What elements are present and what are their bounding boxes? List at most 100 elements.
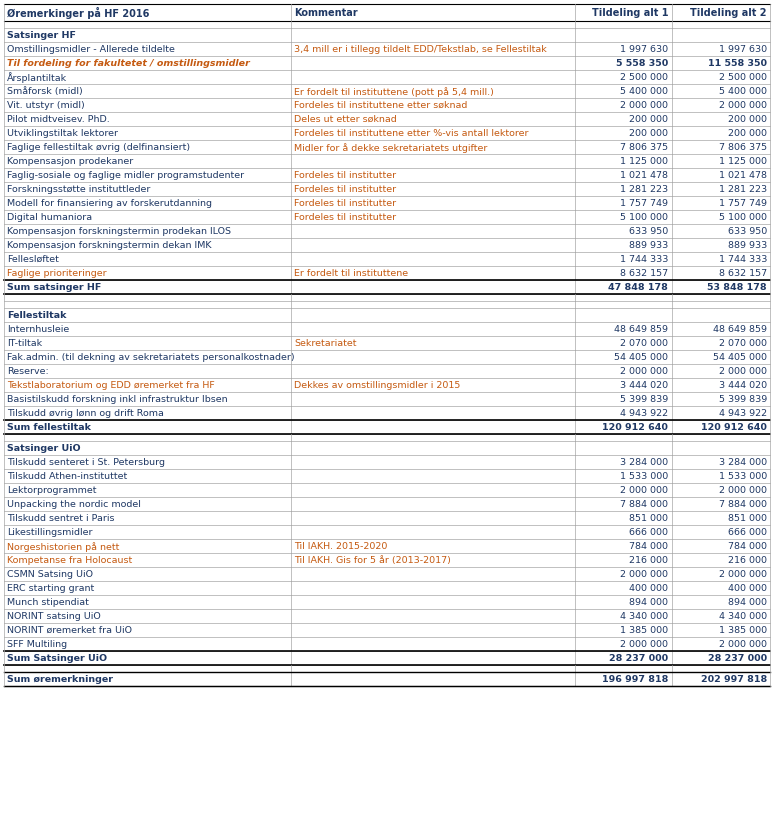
Text: Faglige fellestiltak øvrig (delfinansiert): Faglige fellestiltak øvrig (delfinansier… (7, 143, 190, 152)
Text: Dekkes av omstillingsmidler i 2015: Dekkes av omstillingsmidler i 2015 (294, 381, 461, 390)
Text: 48 649 859: 48 649 859 (713, 325, 767, 334)
Text: 48 649 859: 48 649 859 (614, 325, 668, 334)
Bar (4, 266, 770, 280)
Text: 4 943 922: 4 943 922 (620, 409, 668, 418)
Bar (4, 210, 770, 224)
Bar (4, 483, 770, 497)
Bar (4, 364, 770, 378)
Text: 633 950: 633 950 (628, 227, 668, 237)
Text: 196 997 818: 196 997 818 (601, 675, 668, 684)
Text: 28 237 000: 28 237 000 (708, 654, 767, 663)
Text: Faglige prioriteringer: Faglige prioriteringer (7, 270, 107, 278)
Text: 5 100 000: 5 100 000 (719, 213, 767, 222)
Text: IT-tiltak: IT-tiltak (7, 339, 42, 348)
Text: 1 385 000: 1 385 000 (719, 626, 767, 635)
Text: 1 997 630: 1 997 630 (719, 45, 767, 55)
Text: Er fordelt til instituttene (pott på 5,4 mill.): Er fordelt til instituttene (pott på 5,4… (294, 87, 494, 97)
Text: 2 500 000: 2 500 000 (620, 74, 668, 82)
Text: Småforsk (midl): Småforsk (midl) (7, 87, 83, 96)
Text: Fellesløftet: Fellesløftet (7, 256, 59, 264)
Text: Kommentar: Kommentar (294, 8, 358, 18)
Bar (4, 336, 770, 350)
Text: Modell for finansiering av forskerutdanning: Modell for finansiering av forskerutdann… (7, 199, 212, 208)
Text: Tilskudd øvrig lønn og drift Roma: Tilskudd øvrig lønn og drift Roma (7, 409, 164, 418)
Bar (4, 420, 770, 434)
Text: 851 000: 851 000 (728, 514, 767, 523)
Bar (4, 308, 770, 322)
Text: 889 933: 889 933 (628, 241, 668, 251)
Bar (4, 280, 770, 294)
Bar (4, 609, 770, 623)
Bar (4, 350, 770, 364)
Text: 28 237 000: 28 237 000 (609, 654, 668, 663)
Text: 851 000: 851 000 (629, 514, 668, 523)
Bar (4, 378, 770, 392)
Text: Pilot midtveisev. PhD.: Pilot midtveisev. PhD. (7, 115, 110, 124)
Text: Utviklingstiltak lektorer: Utviklingstiltak lektorer (7, 129, 118, 138)
Bar (4, 581, 770, 595)
Text: Fordeles til institutter: Fordeles til institutter (294, 213, 396, 222)
Text: 3 444 020: 3 444 020 (719, 381, 767, 390)
Text: Fordeles til institutter: Fordeles til institutter (294, 199, 396, 208)
Text: 2 070 000: 2 070 000 (620, 339, 668, 348)
Text: 2 000 000: 2 000 000 (620, 640, 668, 649)
Text: 47 848 178: 47 848 178 (608, 283, 668, 292)
Text: Fordeles til institutter: Fordeles til institutter (294, 171, 396, 180)
Text: Tilskudd Athen-instituttet: Tilskudd Athen-instituttet (7, 472, 127, 481)
Bar (4, 28, 770, 42)
Text: 7 806 375: 7 806 375 (620, 143, 668, 152)
Text: 2 000 000: 2 000 000 (719, 570, 767, 579)
Text: Forskningsstøtte instituttleder: Forskningsstøtte instituttleder (7, 185, 150, 194)
Text: Satsinger HF: Satsinger HF (7, 31, 76, 41)
Bar (4, 497, 770, 511)
Text: 200 000: 200 000 (629, 129, 668, 138)
Text: 5 400 000: 5 400 000 (719, 87, 767, 96)
Text: 11 558 350: 11 558 350 (708, 60, 767, 68)
Text: Årsplantiltak: Årsplantiltak (7, 72, 67, 84)
Text: 3,4 mill er i tillegg tildelt EDD/Tekstlab, se Fellestiltak: 3,4 mill er i tillegg tildelt EDD/Tekstl… (294, 45, 547, 55)
Bar (4, 406, 770, 420)
Text: 7 884 000: 7 884 000 (719, 500, 767, 509)
Bar (4, 126, 770, 140)
Text: 7 806 375: 7 806 375 (719, 143, 767, 152)
Bar (4, 672, 770, 686)
Bar (4, 322, 770, 336)
Text: Fak.admin. (til dekning av sekretariatets personalkostnader): Fak.admin. (til dekning av sekretariatet… (7, 353, 295, 362)
Text: Tilskudd sentret i Paris: Tilskudd sentret i Paris (7, 514, 115, 523)
Text: 54 405 000: 54 405 000 (614, 353, 668, 362)
Text: 784 000: 784 000 (629, 543, 668, 552)
Text: 894 000: 894 000 (728, 598, 767, 607)
Text: 2 000 000: 2 000 000 (620, 570, 668, 579)
Text: 2 000 000: 2 000 000 (719, 486, 767, 495)
Text: Kompetanse fra Holocaust: Kompetanse fra Holocaust (7, 557, 132, 565)
Text: Kompensasjon prodekaner: Kompensasjon prodekaner (7, 157, 133, 166)
Text: Basistilskudd forskning inkl infrastruktur Ibsen: Basistilskudd forskning inkl infrastrukt… (7, 395, 228, 404)
Text: 2 070 000: 2 070 000 (719, 339, 767, 348)
Text: Tildeling alt 2: Tildeling alt 2 (690, 8, 767, 18)
Text: Munch stipendiat: Munch stipendiat (7, 598, 89, 607)
Bar (4, 553, 770, 567)
Text: Fordeles til instituttene etter søknad: Fordeles til instituttene etter søknad (294, 101, 467, 110)
Text: 633 950: 633 950 (728, 227, 767, 237)
Text: 1 744 333: 1 744 333 (718, 256, 767, 264)
Text: Tildeling alt 1: Tildeling alt 1 (592, 8, 669, 18)
Text: 1 281 223: 1 281 223 (620, 185, 668, 194)
Text: CSMN Satsing UiO: CSMN Satsing UiO (7, 570, 93, 579)
Text: Lektorprogrammet: Lektorprogrammet (7, 486, 97, 495)
Text: Faglig-sosiale og faglige midler programstudenter: Faglig-sosiale og faglige midler program… (7, 171, 244, 180)
Text: 3 444 020: 3 444 020 (620, 381, 668, 390)
Text: Reserve:: Reserve: (7, 367, 49, 376)
Bar (4, 154, 770, 168)
Text: 1 385 000: 1 385 000 (620, 626, 668, 635)
Text: 216 000: 216 000 (728, 557, 767, 565)
Text: 4 943 922: 4 943 922 (719, 409, 767, 418)
Text: 2 000 000: 2 000 000 (620, 367, 668, 376)
Text: NORINT satsing UiO: NORINT satsing UiO (7, 612, 101, 621)
Text: 889 933: 889 933 (728, 241, 767, 251)
Text: 2 000 000: 2 000 000 (620, 486, 668, 495)
Text: 5 399 839: 5 399 839 (719, 395, 767, 404)
Text: SFF Multiling: SFF Multiling (7, 640, 67, 649)
Text: 200 000: 200 000 (629, 115, 668, 124)
Text: 666 000: 666 000 (728, 528, 767, 538)
Text: 1 744 333: 1 744 333 (619, 256, 668, 264)
